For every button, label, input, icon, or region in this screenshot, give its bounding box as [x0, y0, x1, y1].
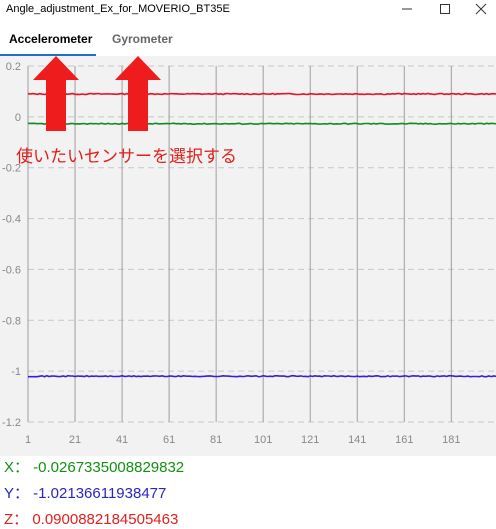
y-tick-label: -0.6 — [2, 264, 21, 276]
x-tick-label: 81 — [210, 434, 222, 446]
tab-accelerometer[interactable]: Accelerometer — [9, 32, 93, 46]
tab-gyrometer[interactable]: Gyrometer — [112, 32, 173, 46]
selected-tab-indicator — [0, 54, 96, 56]
y-tick-label: -0.2 — [2, 163, 21, 175]
y-tick-label: 0 — [15, 112, 21, 124]
x-tick-label: 121 — [301, 434, 319, 446]
app-title: Angle_adjustment_Ex_for_MOVERIO_BT35E — [6, 3, 230, 15]
x-tick-label: 181 — [442, 434, 460, 446]
sensor-tabs: Accelerometer Gyrometer — [0, 18, 496, 56]
minimize-icon — [402, 8, 412, 10]
readout-y: Y： -1.02136611938477 — [4, 485, 167, 502]
chart-canvas: 0.20-0.2-0.4-0.6-0.8-1-1.2 1 21 41 61 81 101 1… — [2, 56, 496, 446]
close-button[interactable] — [466, 0, 496, 18]
x-tick-label: 1 — [25, 434, 31, 446]
y-tick-label: -1.2 — [2, 417, 21, 429]
x-tick-label: 101 — [254, 434, 272, 446]
minimize-button[interactable] — [392, 0, 422, 18]
maximize-button[interactable] — [430, 0, 460, 18]
x-tick-label: 61 — [163, 434, 175, 446]
x-tick-label: 21 — [69, 434, 81, 446]
series-line — [27, 122, 496, 126]
series-line — [27, 92, 496, 96]
annotation-text: 使いたいセンサーを選択する — [16, 146, 237, 167]
series-line — [28, 374, 496, 378]
close-icon — [475, 3, 487, 15]
sensor-chart: 0.2 0 -0.2 -0.4 -0.6 -0.8 -1 -1.2 1 21 41 61 81 101 1… — [0, 56, 496, 456]
maximize-icon — [440, 4, 450, 14]
x-tick-label: 41 — [116, 434, 128, 446]
x-tick-label: 161 — [395, 434, 413, 446]
y-tick-label: 0.2 — [6, 61, 21, 73]
y-tick-label: -1 — [11, 366, 21, 378]
title-bar: Angle_adjustment_Ex_for_MOVERIO_BT35E — [0, 0, 496, 18]
left-arrow-icon — [33, 56, 79, 131]
y-tick-label: -0.8 — [2, 315, 21, 327]
readout-z: Z： 0.0900882184505463 — [4, 511, 179, 528]
right-arrow-icon — [115, 56, 161, 131]
y-tick-label: -0.4 — [2, 214, 21, 226]
x-tick-label: 141 — [348, 434, 366, 446]
readout-x: X： -0.0267335008829832 — [4, 459, 185, 476]
